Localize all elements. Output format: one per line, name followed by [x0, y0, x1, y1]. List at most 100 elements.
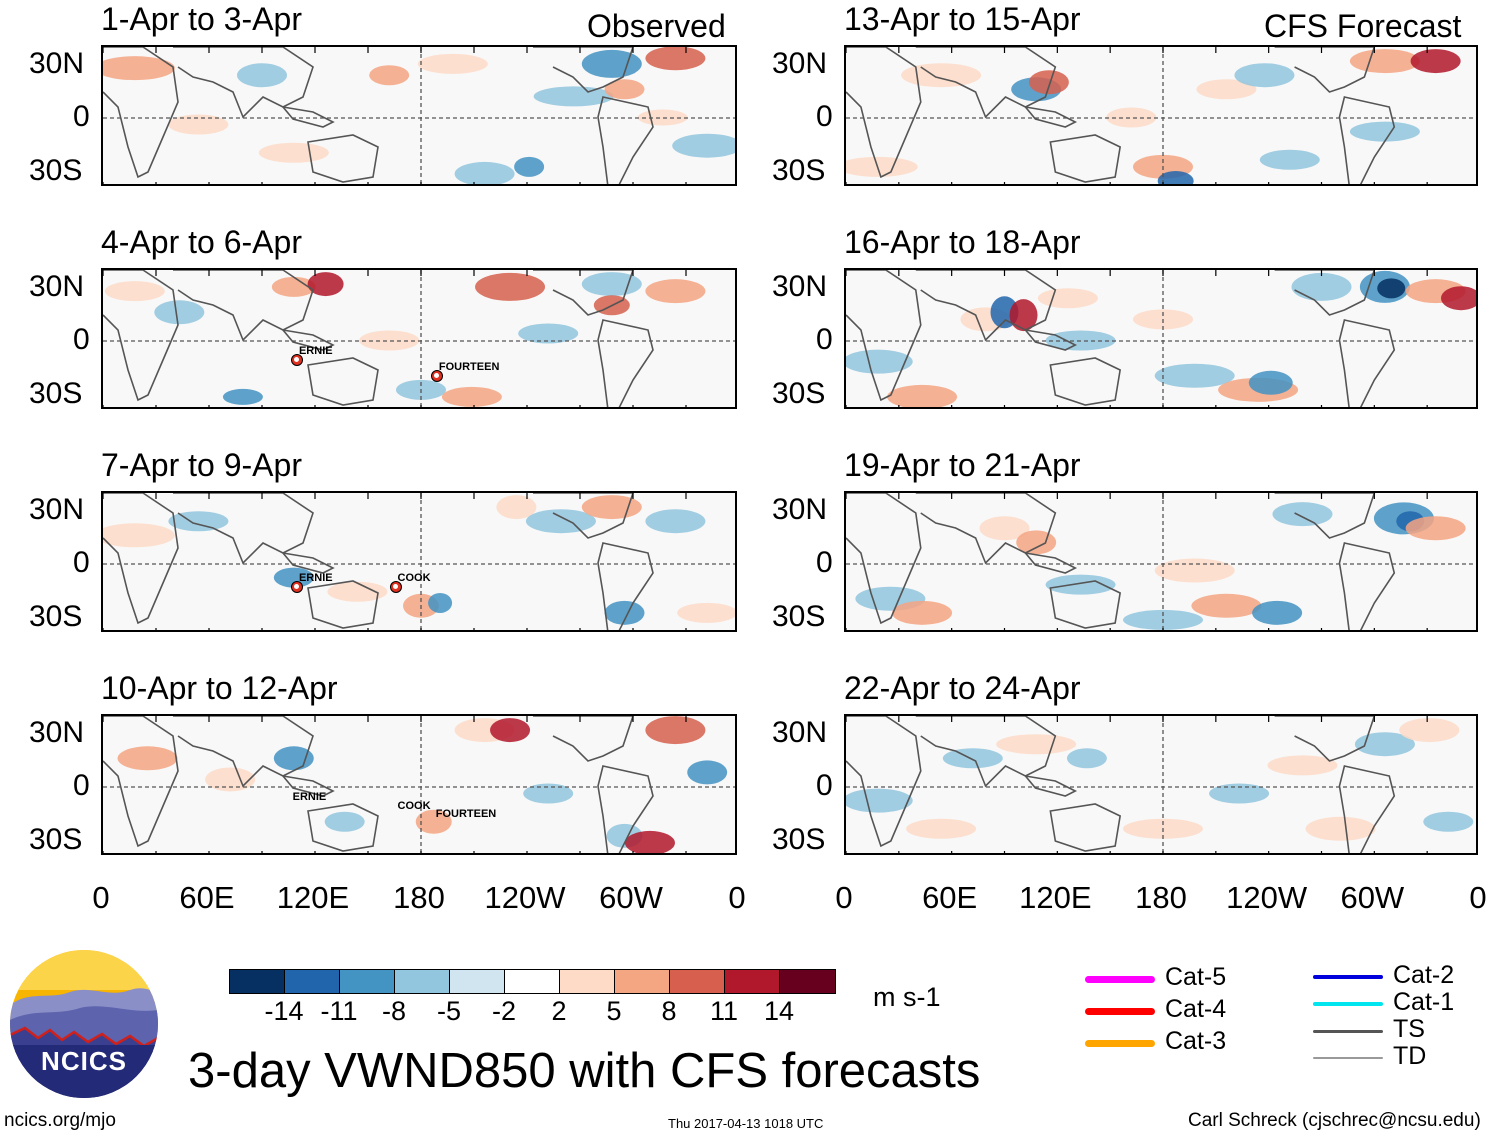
- storm-symbol: [290, 581, 303, 594]
- anomaly-patch: [645, 509, 706, 534]
- anomaly-patch: [1405, 516, 1466, 541]
- anomaly-patch: [1377, 278, 1406, 299]
- anomaly-patch: [1252, 600, 1303, 625]
- colorbar-swatch: [285, 970, 340, 993]
- lat-label: 30N: [29, 493, 85, 526]
- legend-label: Cat-1: [1393, 988, 1455, 1016]
- lon-label: 180: [393, 880, 445, 915]
- wind-anomaly-map: [101, 45, 737, 186]
- coastline: [281, 551, 335, 574]
- coastline: [533, 716, 634, 762]
- lat-label: 30N: [772, 716, 828, 749]
- coastline: [846, 716, 922, 848]
- anomaly-patch: [906, 818, 977, 839]
- coastline: [533, 47, 634, 93]
- coastline: [281, 105, 335, 128]
- anomaly-patch: [1191, 593, 1262, 618]
- anomaly-patch: [237, 63, 287, 88]
- lon-label: 60W: [1340, 880, 1405, 915]
- anomaly-patch: [887, 384, 958, 407]
- panel-title: 13-Apr to 15-Apr: [844, 1, 1081, 37]
- colorbar-tick-label: -5: [436, 996, 462, 1026]
- anomaly-patch: [1259, 149, 1320, 170]
- coastline: [103, 493, 179, 625]
- anomaly-patch: [454, 161, 515, 184]
- lon-label: 120E: [1019, 880, 1092, 915]
- anomaly-patch: [359, 330, 420, 351]
- colorbar-tick-label: 8: [661, 996, 677, 1026]
- lon-label: 0: [728, 880, 746, 915]
- lat-label: 30S: [29, 154, 83, 187]
- lat-label: 0: [816, 546, 833, 579]
- coastline: [1023, 105, 1078, 128]
- footer-author: Carl Schreck (cjschrec@ncsu.edu): [1188, 1110, 1481, 1131]
- anomaly-patch: [168, 114, 229, 135]
- colorbar-swatch: [615, 970, 670, 993]
- lon-label: 60E: [922, 880, 978, 915]
- coastline: [1274, 716, 1376, 762]
- colorbar-swatch: [725, 970, 780, 993]
- anomaly-patch: [1045, 574, 1116, 595]
- anomaly-patch: [1291, 272, 1352, 301]
- lat-label: 30S: [772, 154, 826, 187]
- wind-anomaly-map: ERNIE COOK FOURTEEN: [101, 714, 737, 855]
- colorbar-tick-label: 2: [551, 996, 567, 1026]
- coastline: [1023, 774, 1078, 797]
- lat-label: 30N: [772, 270, 828, 303]
- coastline: [1049, 580, 1122, 629]
- coastline: [533, 270, 634, 316]
- colorbar-tick-label: -14: [264, 996, 304, 1026]
- panel-title: 22-Apr to 24-Apr: [844, 670, 1081, 706]
- lon-label: 60E: [179, 880, 235, 915]
- legend-label: Cat-2: [1393, 961, 1455, 989]
- coastline: [173, 270, 314, 342]
- anomaly-patch: [687, 760, 728, 785]
- coastline: [307, 803, 379, 852]
- colorbar-tick-label: -11: [320, 996, 358, 1026]
- coastline: [597, 542, 654, 630]
- coastline: [281, 328, 335, 351]
- coastline: [915, 47, 1057, 119]
- main-title: 3-day VWND850 with CFS forecasts: [188, 1044, 981, 1098]
- legend-line: [1313, 1002, 1383, 1006]
- legend-label: TS: [1393, 1015, 1425, 1043]
- lat-label: 30N: [772, 493, 828, 526]
- legend-line: [1313, 975, 1383, 979]
- colorbar-tick-label: -2: [491, 996, 517, 1026]
- colorbar-swatch: [230, 970, 285, 993]
- anomaly-patch: [1354, 732, 1415, 757]
- ncics-logo: NCICS: [10, 950, 158, 1098]
- coastline: [597, 319, 654, 407]
- coastline: [846, 493, 922, 625]
- colorbar-swatch: [340, 970, 395, 993]
- colorbar-swatch: [560, 970, 615, 993]
- lat-label: 0: [816, 100, 833, 133]
- anomaly-patch: [525, 509, 596, 534]
- anomaly-patch: [604, 79, 645, 100]
- anomaly-patch: [901, 63, 982, 88]
- anomaly-patch: [307, 272, 344, 297]
- anomaly-patch: [103, 523, 175, 548]
- coastline: [173, 493, 314, 565]
- colorbar: [229, 969, 836, 994]
- coastline: [307, 357, 379, 406]
- anomaly-patch: [846, 788, 913, 813]
- coastline: [1338, 319, 1396, 407]
- coastline: [1274, 47, 1376, 93]
- coastline: [597, 765, 654, 853]
- anomaly-patch: [604, 600, 645, 625]
- anomaly-patch: [490, 718, 531, 743]
- coastline: [846, 47, 922, 179]
- coastline: [103, 270, 179, 402]
- coastline: [103, 716, 179, 848]
- anomaly-patch: [1154, 363, 1235, 388]
- coastline: [1338, 765, 1396, 853]
- lon-label: 120E: [276, 880, 350, 915]
- lat-label: 0: [816, 323, 833, 356]
- footer-url[interactable]: ncics.org/mjo: [4, 1110, 116, 1131]
- lon-label: 0: [835, 880, 853, 915]
- anomaly-patch: [1037, 288, 1098, 309]
- lat-label: 30S: [29, 823, 83, 856]
- lat-label: 30N: [29, 47, 85, 80]
- colorbar-tick-label: 11: [709, 996, 739, 1026]
